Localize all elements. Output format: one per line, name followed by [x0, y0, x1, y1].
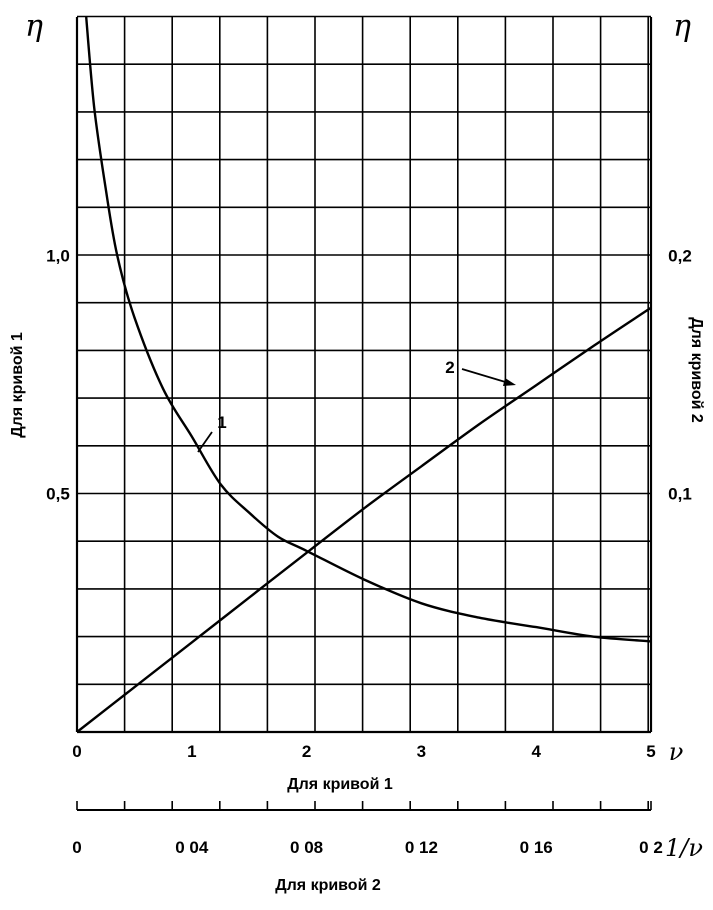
bottom-axis-2-tick-label: 0 12: [405, 838, 438, 857]
bottom-axis-1-tick-label: 3: [417, 742, 426, 761]
curve-2-label: 2: [445, 358, 454, 377]
bottom-axis-2-tick-label: 0: [72, 838, 81, 857]
bottom-axis-1-symbol: ν: [669, 738, 684, 766]
bottom-axis-1-tick-label: 1: [187, 742, 196, 761]
left-axis-tick-label: 1,0: [46, 246, 70, 265]
bottom-axis-1-tick-label: 2: [302, 742, 311, 761]
right-axis-symbol: η: [673, 9, 691, 44]
curve-2-leader: [461, 368, 513, 385]
bottom-axis-1-tick-label: 4: [531, 742, 541, 761]
bottom-axis-1-label: Для кривой 1: [287, 776, 393, 793]
bottom-axis-2-label: Для кривой 2: [275, 877, 381, 894]
ticks: 0,5 1,0 0,1 0,2 0 1 2 3 4 5 0 0 04 0 08 0 12 0 16 0 2: [46, 246, 692, 857]
bottom-axis-1-tick-label: 0: [72, 742, 81, 761]
right-axis-tick-label: 0,2: [668, 246, 692, 265]
curve-1: [85, 16, 652, 643]
bottom-axis-2-tick-label: 0 04: [175, 838, 209, 857]
right-axis-tick-label: 0,1: [668, 485, 692, 504]
curve-1-leader: [197, 431, 213, 453]
left-axis-tick-label: 0,5: [46, 485, 70, 504]
bottom-axis-2-tick-label: 0 2: [639, 838, 663, 857]
bottom-axis-1-tick-label: 5: [646, 742, 655, 761]
left-axis-label: Для кривой 1: [9, 332, 26, 438]
bottom-axis-2-symbol: 1/ν: [665, 834, 703, 862]
right-axis-label: Для кривой 2: [688, 317, 705, 423]
left-axis-symbol: η: [25, 9, 43, 44]
grid: [75, 15, 653, 734]
curve-2-leader-arrowhead: [503, 378, 516, 386]
curves: [76, 16, 652, 733]
curve-2: [76, 306, 652, 733]
curve-1-label: 1: [217, 413, 226, 432]
bottom-axis-2-tick-label: 0 16: [520, 838, 553, 857]
bottom-axis-2-tick-label: 0 08: [290, 838, 323, 857]
